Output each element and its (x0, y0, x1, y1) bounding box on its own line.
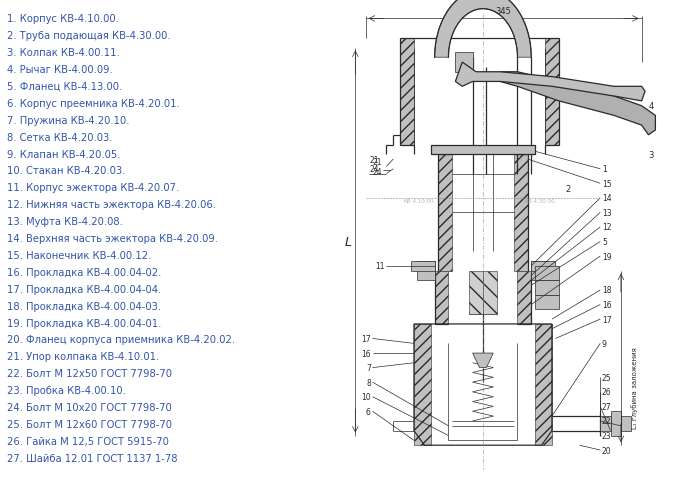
Bar (431, 145, 535, 155)
Text: 20. Фланец корпуса приемника КВ-4.20.02.: 20. Фланец корпуса приемника КВ-4.20.02. (7, 335, 235, 345)
Text: 9: 9 (602, 339, 607, 348)
Text: 26. Гайка М 12,5 ГОСТ 5915-70: 26. Гайка М 12,5 ГОСТ 5915-70 (7, 436, 169, 446)
Text: 22. Болт М 12х50 ГОСТ 7798-70: 22. Болт М 12х50 ГОСТ 7798-70 (7, 368, 171, 378)
Text: 12: 12 (602, 223, 611, 232)
Text: 2: 2 (566, 184, 571, 193)
Bar (514, 155, 528, 271)
Text: 26: 26 (602, 388, 611, 396)
Bar (621, 416, 631, 431)
Text: 11: 11 (375, 262, 385, 271)
Text: 15. Наконечник КВ-4.00.12.: 15. Наконечник КВ-4.00.12. (7, 250, 151, 260)
Bar (535, 266, 559, 281)
Text: 23. Пробка КВ-4.00.10.: 23. Пробка КВ-4.00.10. (7, 385, 126, 395)
Text: 13. Муфта КВ-4.20.08.: 13. Муфта КВ-4.20.08. (7, 217, 123, 227)
Text: КВ-4.10.00.: КВ-4.10.00. (404, 198, 436, 203)
Text: 3: 3 (649, 151, 654, 159)
Polygon shape (434, 0, 531, 58)
Text: 6: 6 (366, 407, 371, 416)
Bar (535, 281, 559, 295)
Bar (469, 271, 483, 315)
Text: 23: 23 (602, 431, 611, 440)
Polygon shape (500, 73, 656, 136)
Text: 22: 22 (602, 417, 611, 425)
Bar (456, 53, 473, 73)
Bar (400, 39, 414, 145)
Text: 15: 15 (602, 180, 611, 188)
Bar (535, 295, 559, 310)
Text: 4. Рычаг КВ-4.00.09.: 4. Рычаг КВ-4.00.09. (7, 65, 113, 75)
Text: 1. Корпус КВ-4.10.00.: 1. Корпус КВ-4.10.00. (7, 15, 119, 24)
Text: 16: 16 (602, 301, 611, 309)
Text: 24: 24 (369, 165, 379, 174)
Bar (434, 271, 449, 324)
Text: 10: 10 (361, 393, 371, 401)
Bar (600, 416, 611, 431)
Text: 21: 21 (373, 158, 382, 166)
Bar (545, 39, 559, 145)
Text: 19: 19 (602, 252, 611, 261)
Text: 21: 21 (369, 155, 378, 164)
Text: 20: 20 (602, 446, 611, 454)
Polygon shape (456, 63, 645, 102)
Text: 24: 24 (373, 167, 382, 176)
Text: 9. Клапан КВ-4.20.05.: 9. Клапан КВ-4.20.05. (7, 149, 120, 159)
Text: 1: 1 (602, 165, 607, 174)
Text: 7. Пружина КВ-4.20.10.: 7. Пружина КВ-4.20.10. (7, 116, 129, 125)
Text: 18: 18 (602, 286, 611, 295)
Bar (483, 271, 497, 315)
Bar (438, 155, 452, 271)
Text: 17: 17 (361, 334, 371, 343)
Text: 25. Болт М 12х60 ГОСТ 7798-70: 25. Болт М 12х60 ГОСТ 7798-70 (7, 419, 171, 429)
Text: 6. Корпус преемника КВ-4.20.01.: 6. Корпус преемника КВ-4.20.01. (7, 99, 180, 108)
Text: 16. Прокладка КВ-4.00.04-02.: 16. Прокладка КВ-4.00.04-02. (7, 267, 161, 277)
Bar (531, 261, 555, 271)
Text: 8: 8 (366, 378, 371, 387)
Text: 25: 25 (602, 373, 611, 382)
Text: 3. Колпак КВ-4.00.11.: 3. Колпак КВ-4.00.11. (7, 48, 120, 58)
Bar (417, 261, 434, 281)
Text: 5. Фланец КВ-4.13.00.: 5. Фланец КВ-4.13.00. (7, 82, 122, 92)
Text: 2. Труба подающая КВ-4.30.00.: 2. Труба подающая КВ-4.30.00. (7, 31, 170, 41)
Text: 19. Прокладка КВ-4.00.04-01.: 19. Прокладка КВ-4.00.04-01. (7, 318, 161, 328)
Bar (410, 261, 434, 271)
Text: 11. Корпус эжектора КВ-4.20.07.: 11. Корпус эжектора КВ-4.20.07. (7, 183, 179, 193)
Text: L₁ глубина заложения: L₁ глубина заложения (631, 347, 638, 428)
Text: 27. Шайба 12.01 ГОСТ 1137 1-78: 27. Шайба 12.01 ГОСТ 1137 1-78 (7, 453, 178, 463)
Text: 14: 14 (602, 194, 611, 203)
Polygon shape (473, 353, 493, 368)
Text: L: L (345, 236, 352, 248)
Text: КВ-4.30.00.: КВ-4.30.00. (525, 198, 557, 203)
Text: 7: 7 (366, 363, 371, 372)
Text: 17: 17 (602, 315, 611, 324)
Bar (611, 411, 621, 436)
Text: 10. Стакан КВ-4.20.03.: 10. Стакан КВ-4.20.03. (7, 166, 125, 176)
Text: 13: 13 (602, 209, 611, 217)
Text: 14. Верхняя часть эжектора КВ-4.20.09.: 14. Верхняя часть эжектора КВ-4.20.09. (7, 234, 218, 243)
Text: 8. Сетка КВ-4.20.03.: 8. Сетка КВ-4.20.03. (7, 133, 112, 142)
Text: 16: 16 (361, 349, 371, 358)
Bar (535, 324, 552, 445)
Bar (531, 261, 548, 281)
Text: 18. Прокладка КВ-4.00.04-03.: 18. Прокладка КВ-4.00.04-03. (7, 301, 161, 311)
Bar (518, 271, 531, 324)
Text: 345: 345 (496, 6, 512, 15)
Text: 21. Упор колпака КВ-4.10.01.: 21. Упор колпака КВ-4.10.01. (7, 351, 159, 362)
Text: 12. Нижняя часть эжектора КВ-4.20.06.: 12. Нижняя часть эжектора КВ-4.20.06. (7, 200, 216, 210)
Bar (414, 324, 431, 445)
Text: 4: 4 (649, 102, 654, 111)
Text: 17. Прокладка КВ-4.00.04-04.: 17. Прокладка КВ-4.00.04-04. (7, 284, 161, 294)
Text: 24. Болт М 10х20 ГОСТ 7798-70: 24. Болт М 10х20 ГОСТ 7798-70 (7, 402, 171, 412)
Text: 5: 5 (602, 238, 607, 246)
Text: 27: 27 (602, 402, 611, 411)
